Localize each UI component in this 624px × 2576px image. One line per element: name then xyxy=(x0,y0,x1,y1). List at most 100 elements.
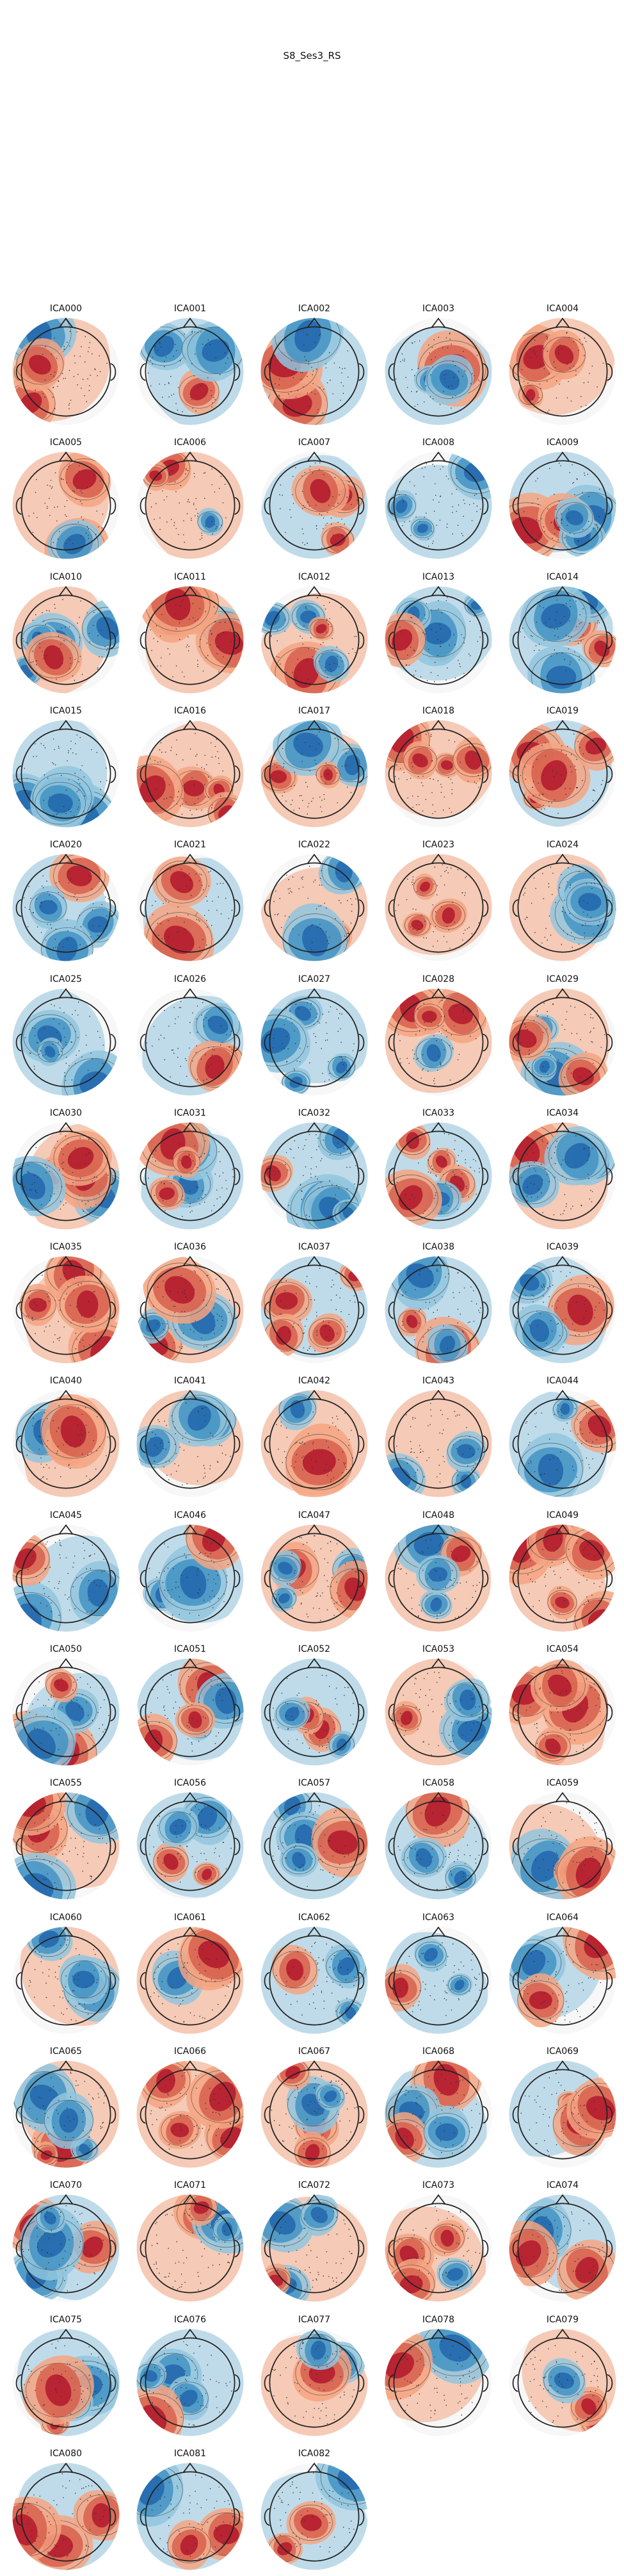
component-label: ICA063 xyxy=(378,1912,499,1923)
component-label: ICA072 xyxy=(253,2180,375,2191)
topomap-head xyxy=(10,1254,122,1365)
topomap-head xyxy=(259,2192,370,2304)
topomap-head xyxy=(383,1254,494,1365)
component-label: ICA024 xyxy=(502,839,623,851)
topomap-head xyxy=(134,1120,246,1232)
topomap-cell: ICA011 xyxy=(129,571,251,699)
topomap-cell: ICA035 xyxy=(5,1241,127,1369)
component-label: ICA047 xyxy=(253,1510,375,1521)
component-label: ICA078 xyxy=(378,2314,499,2326)
topomap-head xyxy=(507,316,618,427)
component-label: ICA021 xyxy=(129,839,251,851)
component-label: ICA050 xyxy=(5,1643,127,1655)
component-label: ICA045 xyxy=(5,1510,127,1521)
topomap-cell: ICA059 xyxy=(502,1777,623,1905)
topomap-head xyxy=(259,1790,370,1902)
topomap-head xyxy=(259,1522,370,1634)
component-label: ICA062 xyxy=(253,1912,375,1923)
topomap-cell: ICA021 xyxy=(129,839,251,967)
component-label: ICA025 xyxy=(5,974,127,985)
topomap-head xyxy=(259,2461,370,2572)
component-label: ICA065 xyxy=(5,2046,127,2057)
topomap-cell: ICA058 xyxy=(378,1777,499,1905)
topomap-cell: ICA004 xyxy=(502,303,623,431)
component-label: ICA014 xyxy=(502,571,623,583)
topomap-cell: ICA019 xyxy=(502,705,623,833)
topomap-head xyxy=(10,450,122,561)
topomap-cell: ICA075 xyxy=(5,2314,127,2442)
topomap-cell: ICA013 xyxy=(378,571,499,699)
component-label: ICA018 xyxy=(378,705,499,717)
component-label: ICA070 xyxy=(5,2180,127,2191)
topomap-cell: ICA078 xyxy=(378,2314,499,2442)
topomap-head xyxy=(383,316,494,427)
topomap-head xyxy=(259,1656,370,1768)
component-label: ICA002 xyxy=(253,303,375,314)
component-label: ICA074 xyxy=(502,2180,623,2191)
component-label: ICA055 xyxy=(5,1777,127,1789)
topomap-head xyxy=(507,584,618,696)
component-label: ICA064 xyxy=(502,1912,623,1923)
topomap-head xyxy=(259,584,370,696)
topomap-cell: ICA051 xyxy=(129,1643,251,1772)
topomap-head xyxy=(507,852,618,963)
topomap-head xyxy=(383,1388,494,1499)
component-label: ICA077 xyxy=(253,2314,375,2326)
topomap-head xyxy=(383,2327,494,2438)
topomap-head xyxy=(10,1790,122,1902)
component-label: ICA017 xyxy=(253,705,375,717)
topomap-head xyxy=(259,2058,370,2170)
topomap-cell: ICA062 xyxy=(253,1912,375,2040)
topomap-head xyxy=(134,718,246,829)
topomap-head xyxy=(259,986,370,1098)
topomap-cell: ICA003 xyxy=(378,303,499,431)
topomap-cell: ICA044 xyxy=(502,1375,623,1503)
topomap-cell: ICA077 xyxy=(253,2314,375,2442)
topomap-head xyxy=(259,2327,370,2438)
topomap-cell: ICA073 xyxy=(378,2180,499,2308)
topomap-head xyxy=(383,2192,494,2304)
topomap-cell: ICA012 xyxy=(253,571,375,699)
topomap-head xyxy=(10,584,122,696)
component-label: ICA026 xyxy=(129,974,251,985)
topomap-cell: ICA052 xyxy=(253,1643,375,1772)
component-label: ICA060 xyxy=(5,1912,127,1923)
topomap-head xyxy=(134,584,246,696)
topomap-cell: ICA030 xyxy=(5,1107,127,1235)
topomap-cell: ICA017 xyxy=(253,705,375,833)
component-label: ICA030 xyxy=(5,1107,127,1119)
component-label: ICA001 xyxy=(129,303,251,314)
topomap-cell: ICA076 xyxy=(129,2314,251,2442)
topomap-head xyxy=(10,2058,122,2170)
topomap-head xyxy=(259,1120,370,1232)
component-label: ICA041 xyxy=(129,1375,251,1387)
topomap-cell: ICA001 xyxy=(129,303,251,431)
component-label: ICA054 xyxy=(502,1643,623,1655)
topomap-head xyxy=(383,986,494,1098)
topomap-cell: ICA006 xyxy=(129,437,251,565)
topomap-head xyxy=(259,450,370,561)
topomap-cell: ICA025 xyxy=(5,974,127,1102)
topomap-cell: ICA031 xyxy=(129,1107,251,1235)
topomap-head xyxy=(10,2327,122,2438)
topomap-head xyxy=(259,718,370,829)
topomap-head xyxy=(383,852,494,963)
component-label: ICA003 xyxy=(378,303,499,314)
topomap-cell: ICA048 xyxy=(378,1510,499,1638)
topomap-cell: ICA036 xyxy=(129,1241,251,1369)
component-label: ICA016 xyxy=(129,705,251,717)
topomap-cell: ICA080 xyxy=(5,2448,127,2576)
topomap-head xyxy=(383,1522,494,1634)
topomap-cell: ICA082 xyxy=(253,2448,375,2576)
topomap-cell: ICA049 xyxy=(502,1510,623,1638)
topomap-head xyxy=(134,986,246,1098)
topomap-cell: ICA000 xyxy=(5,303,127,431)
topomap-head xyxy=(10,1925,122,2036)
topomap-cell: ICA028 xyxy=(378,974,499,1102)
topomap-cell: ICA034 xyxy=(502,1107,623,1235)
topomap-cell: ICA063 xyxy=(378,1912,499,2040)
topomap-head xyxy=(134,1388,246,1499)
component-label: ICA080 xyxy=(5,2448,127,2459)
component-label: ICA006 xyxy=(129,437,251,448)
